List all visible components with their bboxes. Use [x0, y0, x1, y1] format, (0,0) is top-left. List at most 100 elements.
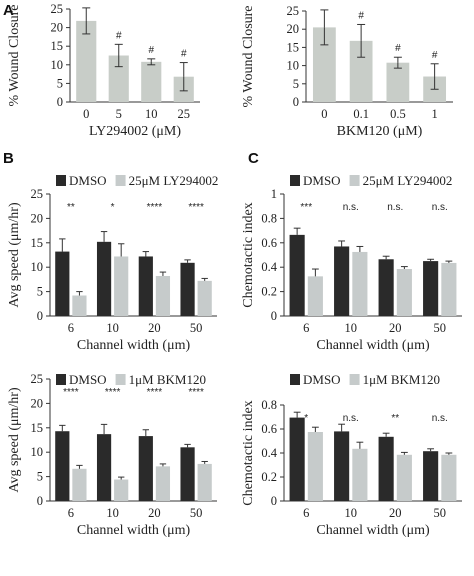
x-axis-title: Channel width (μm) [77, 338, 191, 353]
bar-control [289, 417, 305, 501]
y-axis-title: Avg speed (μm/hr) [7, 387, 22, 493]
x-tick-label: 10 [345, 506, 358, 520]
bar-treatment [352, 448, 368, 501]
y-tick-label: 0.6 [261, 236, 277, 250]
bar-control [180, 262, 195, 316]
y-tick-label: 0 [57, 95, 63, 109]
bar-treatment [307, 432, 323, 501]
significance-mark: **** [105, 387, 121, 398]
significance-mark: ** [391, 413, 399, 424]
significance-mark: n.s. [387, 202, 403, 213]
bar-treatment [114, 479, 129, 501]
x-tick-label: 6 [68, 321, 74, 335]
legend-label: 1μM BKM120 [363, 372, 440, 387]
panel-label-c: C [248, 150, 259, 167]
legend-swatch [290, 374, 300, 385]
chart-4: 0 0.2 0.4 0.6 0.8 1 Chemotactic index 6 *** 10 n.s… [241, 173, 462, 353]
x-tick-label: 10 [106, 506, 119, 520]
chart-5: 0 5 10 15 20 25 Avg speed (μm/hr) 6 **** 10 **** 20… [7, 372, 217, 538]
y-tick-label: 1 [271, 187, 277, 201]
x-tick-label: 10 [145, 107, 158, 121]
significance-mark: # [395, 43, 401, 54]
y-tick-label: 25 [51, 2, 64, 16]
legend-label: DMSO [303, 173, 341, 188]
y-tick-label: 25 [31, 187, 44, 201]
y-tick-label: 0.8 [261, 398, 277, 412]
bar-treatment [155, 275, 171, 316]
bar-treatment [396, 269, 412, 316]
x-axis-title: Channel width (μm) [316, 523, 430, 538]
x-tick-label: 5 [116, 107, 122, 121]
chart-6: 0 0.2 0.4 0.6 0.8 Chemotactic index 6 * 10 n.s. 20… [241, 372, 462, 538]
y-tick-label: 15 [287, 40, 300, 54]
x-tick-label: 50 [190, 321, 203, 335]
x-tick-label: 20 [148, 506, 161, 520]
significance-mark: # [432, 50, 438, 61]
legend-label: 1μM BKM120 [129, 372, 206, 387]
legend-label: DMSO [69, 372, 107, 387]
bar-control [289, 234, 305, 316]
legend-swatch [56, 374, 66, 385]
x-tick-label: 6 [303, 506, 309, 520]
y-tick-label: 5 [37, 285, 43, 299]
y-tick-label: 15 [31, 421, 44, 435]
bar-treatment [352, 251, 368, 316]
y-tick-label: 10 [287, 59, 300, 73]
bar-control [138, 436, 153, 501]
x-axis-title: LY294002 (μM) [89, 124, 181, 139]
y-tick-label: 20 [287, 22, 300, 36]
legend-swatch [115, 175, 126, 186]
x-tick-label: 0.5 [390, 107, 406, 121]
y-tick-label: 0 [37, 494, 43, 508]
x-tick-label: 20 [389, 321, 402, 335]
significance-mark: n.s. [432, 202, 448, 213]
bar-control [138, 256, 153, 316]
significance-mark: n.s. [343, 413, 359, 424]
significance-mark: **** [63, 387, 79, 398]
y-tick-label: 20 [31, 396, 44, 410]
x-tick-label: 10 [106, 321, 119, 335]
y-axis-title: % Wound Closure [241, 5, 256, 107]
x-tick-label: 1 [432, 107, 438, 121]
x-axis-title: Channel width (μm) [77, 523, 191, 538]
bar-control [423, 261, 439, 316]
significance-mark: **** [188, 387, 204, 398]
x-tick-label: 50 [434, 506, 447, 520]
panel-label-a: A [3, 2, 14, 19]
y-tick-label: 0.4 [261, 446, 277, 460]
x-axis-title: Channel width (μm) [316, 338, 430, 353]
x-tick-label: 20 [389, 506, 402, 520]
y-tick-label: 0.2 [261, 285, 277, 299]
y-tick-label: 0 [293, 95, 299, 109]
y-axis-title: % Wound Closure [7, 4, 22, 106]
bar-control [96, 241, 112, 316]
legend-label: DMSO [69, 173, 107, 188]
y-tick-label: 10 [31, 260, 44, 274]
legend-swatch [349, 175, 360, 186]
chart-2: 0 5 10 15 20 25 % Wound Closure 0 0.1 #0.5 #1 # BKM1… [241, 4, 453, 139]
y-tick-label: 0.6 [261, 422, 277, 436]
bar-control [334, 246, 350, 316]
bar-treatment [307, 276, 323, 316]
y-tick-label: 5 [293, 77, 299, 91]
chart-3: 0 5 10 15 20 25 Avg speed (μm/hr) 6 ** 10 * 20 **** 5… [7, 173, 218, 353]
y-tick-label: 0.4 [261, 260, 277, 274]
bar-treatment [72, 295, 87, 316]
significance-mark: # [116, 30, 122, 41]
y-axis-title: Chemotactic index [241, 202, 256, 307]
significance-mark: ** [67, 202, 75, 213]
bar-treatment [114, 256, 129, 316]
significance-mark: # [148, 45, 154, 56]
significance-mark: # [181, 49, 187, 60]
x-tick-label: 0 [83, 107, 89, 121]
bar-treatment [197, 463, 212, 501]
x-tick-label: 50 [434, 321, 447, 335]
y-axis-title: Avg speed (μm/hr) [7, 202, 22, 308]
bar [141, 61, 162, 102]
significance-mark: **** [188, 202, 204, 213]
bar-control [55, 251, 70, 316]
x-tick-label: 6 [303, 321, 309, 335]
y-tick-label: 10 [31, 445, 44, 459]
x-tick-label: 20 [148, 321, 161, 335]
